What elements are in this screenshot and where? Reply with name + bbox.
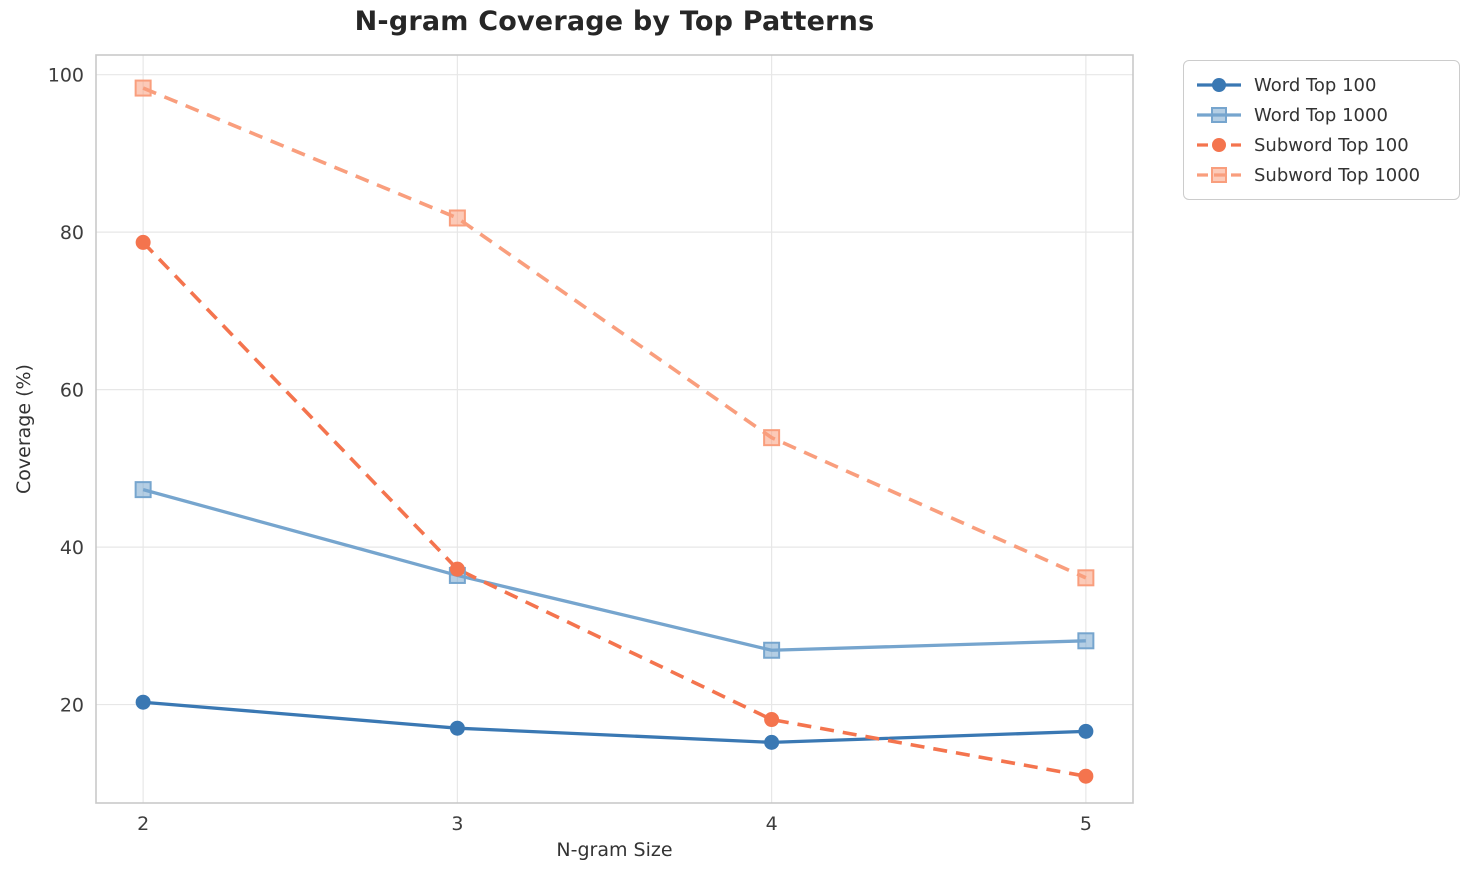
- plot-border: [95, 54, 1134, 804]
- x-tick-label: 5: [1080, 813, 1092, 835]
- legend-label: Subword Top 1000: [1254, 164, 1421, 186]
- y-tick-label: 40: [60, 537, 84, 559]
- y-tick-label: 100: [48, 65, 84, 87]
- legend-sample-dashed-circle-icon: [1197, 138, 1241, 152]
- y-tick-label: 80: [60, 222, 84, 244]
- legend-sample-dashed-square-icon: [1197, 167, 1241, 183]
- data-point-square: [134, 481, 152, 499]
- data-point-square: [448, 209, 466, 227]
- data-point-circle: [449, 561, 465, 577]
- data-point-circle: [135, 234, 151, 250]
- data-point-circle: [764, 734, 780, 750]
- x-tick-label: 2: [137, 813, 149, 835]
- x-tick-label: 4: [766, 813, 778, 835]
- data-point-circle: [764, 712, 780, 728]
- data-point-square: [1077, 632, 1095, 650]
- data-point-square: [1077, 569, 1095, 587]
- legend-label: Word Top 1000: [1254, 104, 1388, 126]
- legend: Word Top 100 Word Top 1000 Subword Top 100…: [1183, 60, 1460, 200]
- x-axis-label: N-gram Size: [556, 839, 673, 861]
- data-point-circle: [135, 694, 151, 710]
- legend-label: Subword Top 100: [1254, 134, 1409, 156]
- y-tick-label: 20: [60, 695, 84, 717]
- data-point-square: [763, 641, 781, 659]
- data-point-circle: [449, 720, 465, 736]
- legend-sample-solid-circle-icon: [1197, 78, 1241, 92]
- data-point-circle: [1078, 723, 1094, 739]
- legend-row: Word Top 100: [1196, 70, 1447, 100]
- series-line-word-top-1000: [142, 488, 1086, 652]
- y-tick-label: 60: [60, 380, 84, 402]
- legend-row: Subword Top 100: [1196, 130, 1447, 160]
- legend-label: Word Top 100: [1254, 74, 1377, 96]
- y-axis-label: Coverage (%): [13, 364, 35, 494]
- x-tick-label: 3: [451, 813, 463, 835]
- legend-sample-solid-square-icon: [1197, 107, 1241, 123]
- series-line-word-top-100: [143, 700, 1086, 745]
- chart-title: N-gram Coverage by Top Patterns: [354, 6, 875, 37]
- data-point-square: [134, 79, 152, 97]
- legend-row: Word Top 1000: [1196, 100, 1447, 130]
- data-point-circle: [1078, 768, 1094, 784]
- series-line-subword-top-100: [141, 241, 1087, 779]
- series-line-subword-top-1000: [142, 86, 1087, 580]
- legend-row: Subword Top 1000: [1196, 160, 1447, 190]
- data-point-square: [763, 429, 781, 447]
